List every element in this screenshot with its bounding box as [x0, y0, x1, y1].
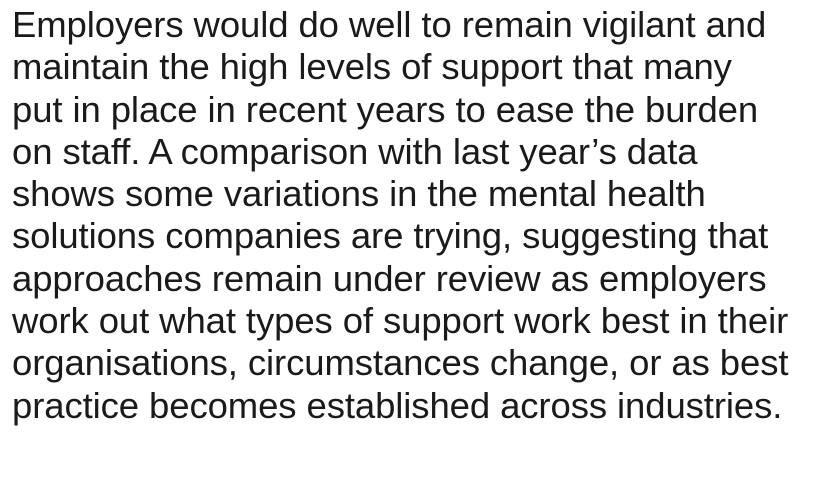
text-line: solutions companies are trying, suggesti… — [12, 215, 769, 257]
text-line: organisations, circumstances change, or … — [12, 342, 789, 384]
paragraph: Employers would do well to remain vigila… — [12, 4, 822, 427]
text-line: practice becomes established across indu… — [12, 384, 783, 426]
text-line: Employers would do well to remain vigila… — [12, 4, 767, 45]
text-line: approaches remain under review as employ… — [12, 257, 767, 299]
text-line: shows some variations in the mental heal… — [12, 173, 706, 215]
text-line: maintain the high levels of support that… — [12, 46, 732, 88]
text-line: on staff. A comparison with last year’s … — [12, 130, 698, 172]
text-line: put in place in recent years to ease the… — [12, 88, 759, 130]
text-line: work out what types of support work best… — [12, 300, 789, 342]
